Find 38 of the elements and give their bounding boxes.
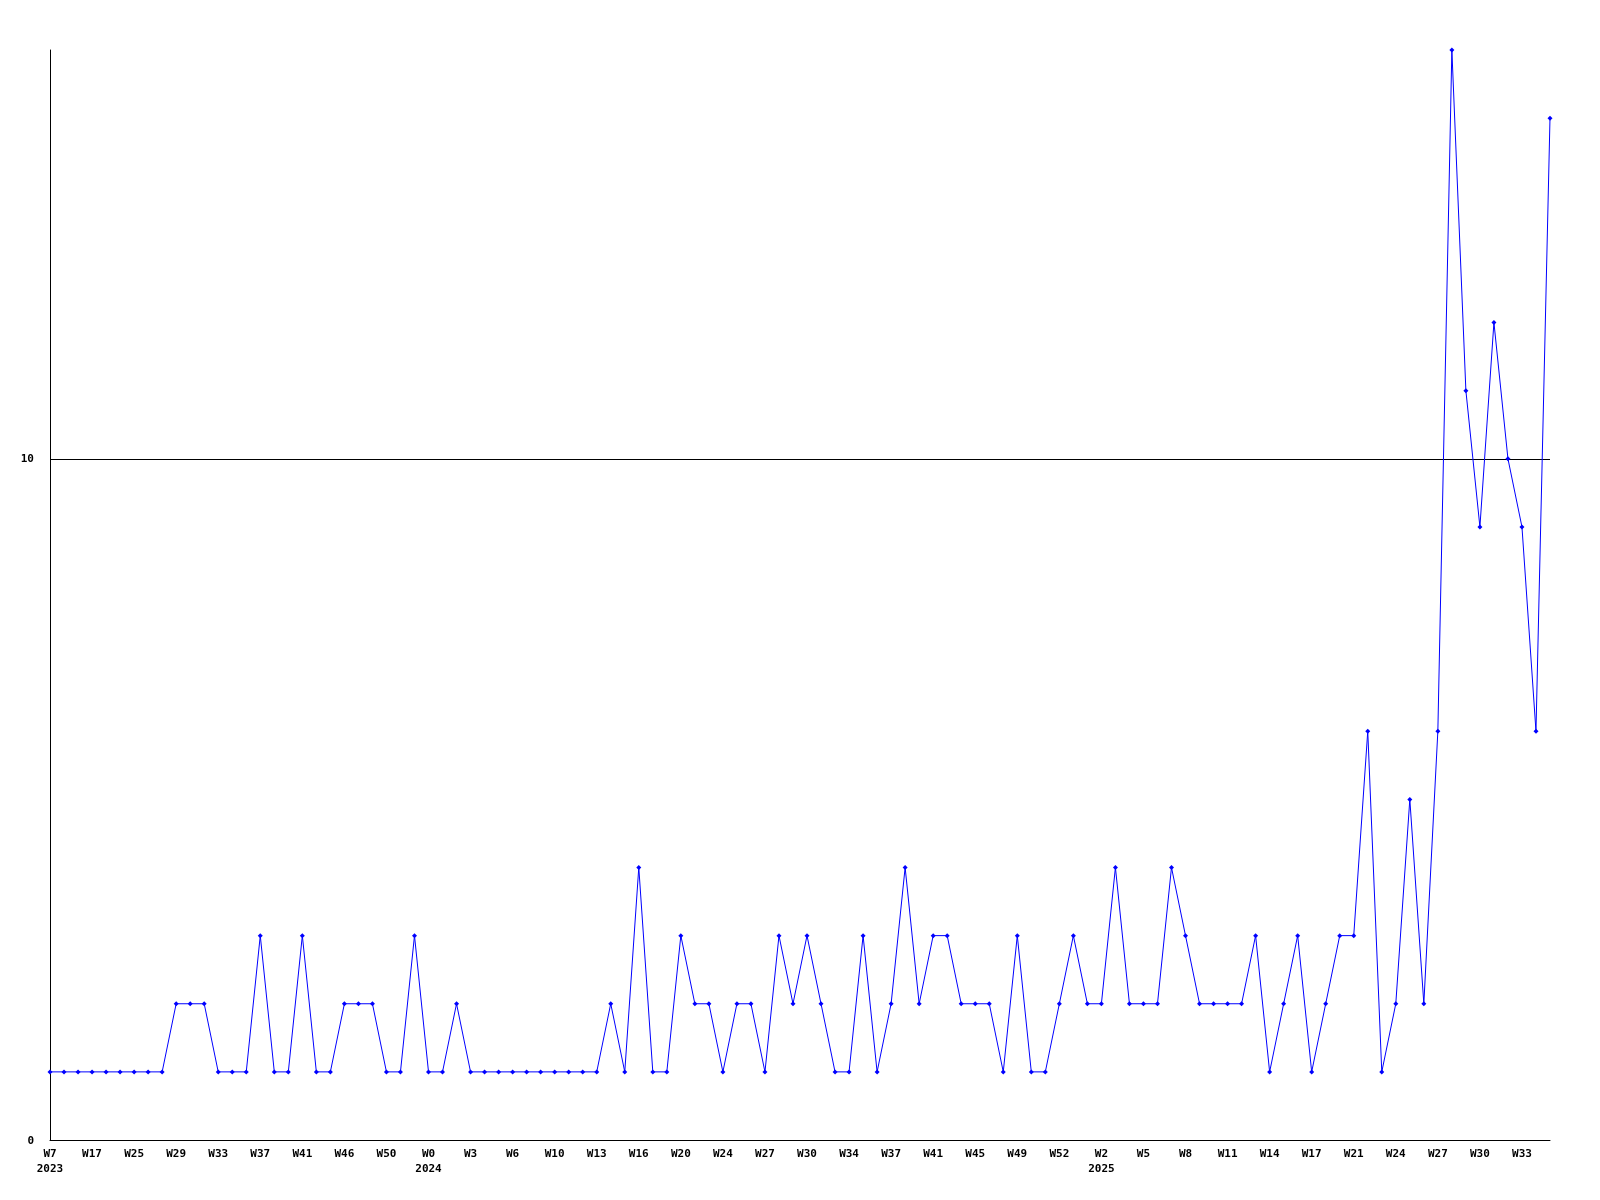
x-tick-label: W37 (250, 1147, 271, 1160)
x-tick-label: W7 2023 (36, 1147, 64, 1175)
x-tick-label: W49 (1007, 1147, 1028, 1160)
x-tick-label: W6 (505, 1147, 520, 1160)
x-tick-label: W24 (1385, 1147, 1407, 1160)
x-tick-label: W30 (797, 1147, 817, 1160)
x-tick-label: W21 (1343, 1147, 1365, 1160)
x-tick-label: W13 (586, 1147, 607, 1160)
x-tick-label: W27 (1427, 1147, 1448, 1160)
x-tick-label: W11 (1217, 1147, 1238, 1160)
x-tick-label: W3 (463, 1147, 478, 1160)
x-tick-label: W14 (1259, 1147, 1280, 1160)
x-tick-label: W33 (1512, 1147, 1532, 1160)
x-tick-label: W10 (544, 1147, 565, 1160)
x-tick-label: W27 (755, 1147, 775, 1160)
x-tick-label: W17 (1301, 1147, 1322, 1160)
x-tick-label: W25 (124, 1147, 145, 1160)
x-tick-label: W20 (670, 1147, 691, 1160)
x-tick-label: W5 (1136, 1147, 1151, 1160)
y-tick-label: 0 (27, 1133, 34, 1147)
y-tick-label: 10 (20, 452, 34, 466)
x-tick-label: W0 2024 (415, 1147, 443, 1175)
x-tick-label: W45 (965, 1147, 986, 1160)
x-tick-label: W52 (1049, 1147, 1070, 1160)
x-tick-label: W17 (82, 1147, 102, 1160)
x-tick-label: W2 2025 (1088, 1147, 1115, 1175)
x-tick-label: W37 (881, 1147, 902, 1160)
x-tick-label: W41 (292, 1147, 313, 1160)
x-tick-label: W16 (628, 1147, 650, 1160)
x-tick-label: W8 (1178, 1147, 1193, 1160)
x-tick-label: W33 (208, 1147, 229, 1160)
x-tick-label: W50 (376, 1147, 397, 1160)
x-tick-label: W41 (923, 1147, 944, 1160)
x-tick-label: W34 (839, 1147, 860, 1160)
x-tick-label: W30 (1469, 1147, 1490, 1160)
x-tick-label: W46 (334, 1147, 355, 1160)
x-tick-label: W24 (712, 1147, 734, 1160)
x-tick-label: W29 (166, 1147, 187, 1160)
